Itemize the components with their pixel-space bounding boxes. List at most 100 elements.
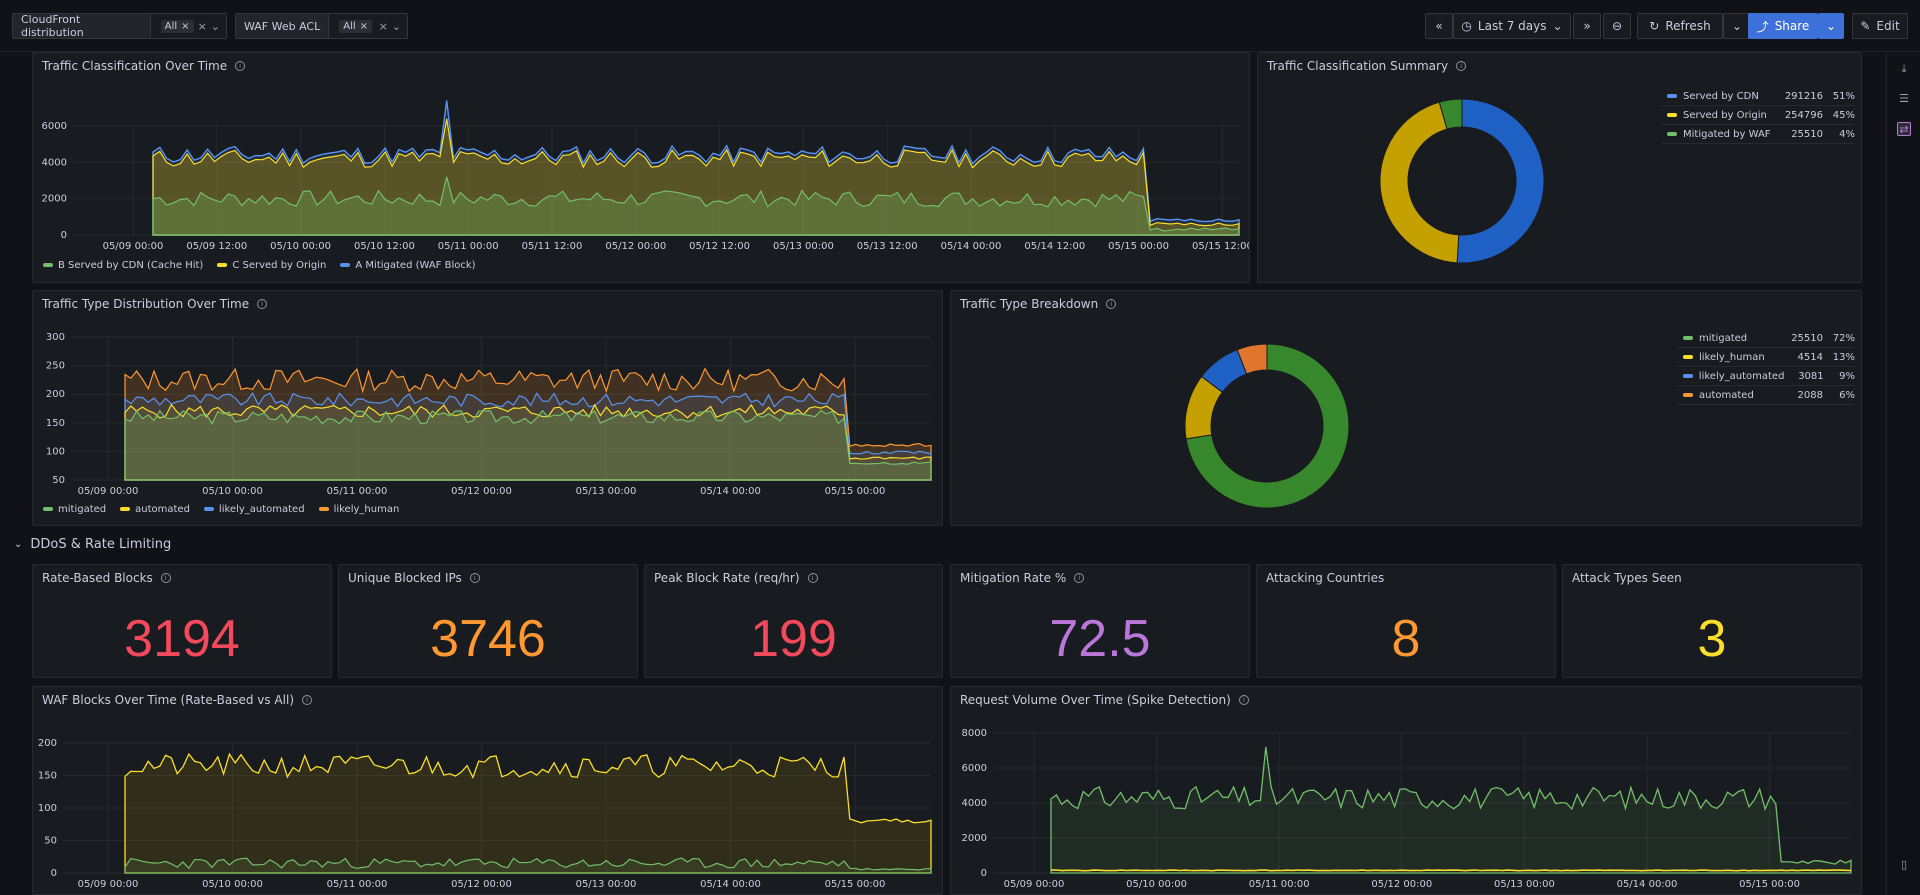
variable-value-chip[interactable]: All × bbox=[160, 19, 194, 33]
export-icon[interactable]: ⤓ bbox=[1901, 62, 1907, 75]
legend-row[interactable]: Served by CDN 291216 51% bbox=[1661, 87, 1855, 106]
panel-title: Request Volume Over Time (Spike Detectio… bbox=[960, 693, 1231, 707]
series-served-by-origin bbox=[152, 118, 1240, 236]
row-header-ddos[interactable]: ⌄ DDoS & Rate Limiting bbox=[14, 537, 172, 552]
y-tick-label: 150 bbox=[46, 418, 65, 429]
chart-request-volume: 8000 6000 4000 2000 0 05/09 00:00 05/10 00:00 0… bbox=[962, 728, 1852, 890]
x-tick-label: 05/13 00:00 bbox=[1494, 879, 1555, 890]
info-icon[interactable]: i bbox=[302, 695, 312, 705]
time-range-picker[interactable]: ◷ Last 7 days ⌄ bbox=[1453, 13, 1571, 39]
refresh-button[interactable]: ↻ Refresh bbox=[1637, 13, 1723, 39]
refresh-interval-dropdown[interactable]: ⌄ bbox=[1723, 13, 1751, 39]
legend-row[interactable]: likely_human 4514 13% bbox=[1677, 348, 1855, 367]
clear-icon[interactable]: × bbox=[197, 19, 207, 33]
right-sidebar: ⤓ ☰ ⇄ ▯ bbox=[1886, 52, 1920, 895]
x-tick-label: 05/09 00:00 bbox=[1004, 879, 1065, 890]
share-dropdown[interactable]: ⌄ bbox=[1818, 13, 1844, 39]
info-icon[interactable]: i bbox=[257, 299, 268, 309]
zoom-out-button[interactable]: ⊖ bbox=[1603, 13, 1631, 39]
donut-slice[interactable] bbox=[1185, 343, 1350, 509]
stat-mitigation-rate: Mitigation Rate % i 72.5 bbox=[950, 564, 1250, 678]
panel-waf-blocks-over-time: WAF Blocks Over Time (Rate-Based vs All)… bbox=[32, 686, 943, 895]
y-tick-label: 2000 bbox=[962, 833, 987, 844]
donut-slice[interactable] bbox=[1438, 98, 1463, 130]
panel-traffic-classification-over-time: Traffic Classification Over Time i 6000 40… bbox=[32, 52, 1250, 283]
refresh-icon: ↻ bbox=[1649, 19, 1660, 33]
x-tick-label: 05/11 00:00 bbox=[327, 486, 388, 497]
info-icon[interactable]: i bbox=[1106, 299, 1117, 309]
panel-toggle-icon[interactable]: ▯ bbox=[1900, 858, 1908, 871]
x-tick-label: 05/15 00:00 bbox=[1739, 879, 1800, 890]
stat-value: 72.5 bbox=[1049, 610, 1151, 668]
clear-icon[interactable]: × bbox=[378, 19, 388, 33]
outline-icon[interactable]: ☰ bbox=[1899, 92, 1909, 105]
legend-item[interactable]: C Served by Origin bbox=[217, 260, 326, 271]
close-icon[interactable]: × bbox=[181, 20, 190, 32]
donut-traffic-type bbox=[1184, 343, 1350, 509]
panel-title: Traffic Type Distribution Over Time bbox=[42, 297, 250, 311]
chevron-down-icon[interactable]: ⌄ bbox=[210, 19, 220, 33]
legend-row[interactable]: automated 2088 6% bbox=[1677, 386, 1855, 405]
y-tick-label: 200 bbox=[46, 389, 65, 400]
chevron-down-icon[interactable]: ⌄ bbox=[391, 19, 401, 33]
edit-button[interactable]: ✎ Edit bbox=[1852, 13, 1908, 39]
legend-item[interactable]: A Mitigated (WAF Block) bbox=[340, 260, 476, 271]
chevron-down-icon: ⌄ bbox=[1825, 19, 1837, 33]
info-icon[interactable]: i bbox=[469, 573, 480, 583]
donut-slice[interactable] bbox=[1379, 101, 1460, 264]
variable-waf-web-acl[interactable]: WAF Web ACL All × × ⌄ bbox=[235, 13, 408, 39]
x-tick-label: 05/10 00:00 bbox=[202, 879, 263, 890]
x-tick-label: 05/12 00:00 bbox=[1371, 879, 1432, 890]
clock-icon: ◷ bbox=[1461, 19, 1472, 33]
legend-item[interactable]: automated bbox=[120, 504, 190, 515]
stat-value: 3746 bbox=[430, 610, 546, 668]
legend-row[interactable]: Mitigated by WAF 25510 4% bbox=[1661, 125, 1855, 144]
x-tick-label: 05/11 00:00 bbox=[438, 241, 499, 252]
info-icon[interactable]: i bbox=[160, 573, 171, 583]
legend-item[interactable]: likely_automated bbox=[203, 504, 305, 515]
double-chevron-right-icon: » bbox=[1583, 19, 1591, 33]
legend-item[interactable]: mitigated bbox=[43, 504, 106, 515]
time-shift-forward-button[interactable]: » bbox=[1573, 13, 1601, 39]
donut-slice[interactable] bbox=[1456, 98, 1545, 264]
close-icon[interactable]: × bbox=[359, 20, 369, 32]
top-toolbar: CloudFront distribution All × × ⌄ WAF Web… bbox=[0, 0, 1920, 52]
stat-unique-blocked-ips: Unique Blocked IPs i 3746 bbox=[338, 564, 638, 678]
info-icon[interactable]: i bbox=[1074, 573, 1085, 583]
x-tick-label: 05/11 00:00 bbox=[1249, 879, 1310, 890]
legend-item[interactable]: likely_human bbox=[318, 504, 399, 515]
x-tick-label: 05/10 00:00 bbox=[202, 486, 263, 497]
x-tick-label: 05/14 00:00 bbox=[1617, 879, 1678, 890]
stat-peak-block-rate: Peak Block Rate (req/hr) i 199 bbox=[644, 564, 943, 678]
info-icon[interactable]: i bbox=[235, 61, 246, 71]
chevron-down-icon: ⌄ bbox=[14, 539, 23, 550]
legend-row[interactable]: mitigated 25510 72% bbox=[1677, 329, 1855, 348]
legend-row[interactable]: likely_automated 3081 9% bbox=[1677, 367, 1855, 386]
legend-item[interactable]: B Served by CDN (Cache Hit) bbox=[43, 260, 203, 271]
panel-title: Attack Types Seen bbox=[1572, 571, 1682, 585]
info-icon[interactable]: i bbox=[1456, 61, 1467, 71]
panel-request-volume: Request Volume Over Time (Spike Detectio… bbox=[950, 686, 1862, 895]
share-button[interactable]: ⤴ Share bbox=[1748, 13, 1818, 39]
series-baseline bbox=[1050, 869, 1852, 872]
donut-slice[interactable] bbox=[1236, 343, 1268, 375]
chart-traffic-classification: 6000 4000 2000 0 05/09 00:00 05/09 12:00 05/10… bbox=[42, 100, 1249, 252]
legend-table: Served by CDN 291216 51% Served by Origin 2… bbox=[1661, 87, 1855, 144]
panel-title: Traffic Classification Summary bbox=[1267, 59, 1449, 73]
chevron-down-icon: ⌄ bbox=[1552, 19, 1563, 33]
time-shift-back-button[interactable]: « bbox=[1425, 13, 1453, 39]
x-tick-label: 05/12 00:00 bbox=[451, 879, 512, 890]
variable-value-chip[interactable]: All × bbox=[339, 19, 373, 33]
toggle-icon[interactable]: ⇄ bbox=[1897, 122, 1911, 136]
double-chevron-left-icon: « bbox=[1435, 19, 1443, 33]
info-icon[interactable]: i bbox=[807, 573, 818, 583]
y-tick-label: 300 bbox=[46, 332, 65, 343]
info-icon[interactable]: i bbox=[1238, 695, 1249, 705]
stat-value: 3194 bbox=[124, 610, 240, 668]
x-tick-label: 05/11 12:00 bbox=[522, 241, 583, 252]
variable-cloudfront-distribution[interactable]: CloudFront distribution All × × ⌄ bbox=[12, 13, 227, 39]
y-tick-label: 50 bbox=[44, 836, 57, 847]
y-tick-label: 0 bbox=[981, 868, 987, 879]
legend-row[interactable]: Served by Origin 254796 45% bbox=[1661, 106, 1855, 125]
series-automated bbox=[124, 403, 932, 481]
